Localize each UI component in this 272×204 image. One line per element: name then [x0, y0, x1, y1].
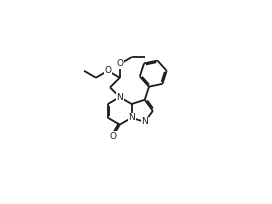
Text: O: O: [104, 66, 111, 75]
Text: O: O: [109, 132, 116, 141]
Text: N: N: [128, 113, 135, 122]
Text: O: O: [116, 59, 123, 69]
Text: N: N: [141, 118, 148, 126]
Text: N: N: [116, 93, 123, 102]
